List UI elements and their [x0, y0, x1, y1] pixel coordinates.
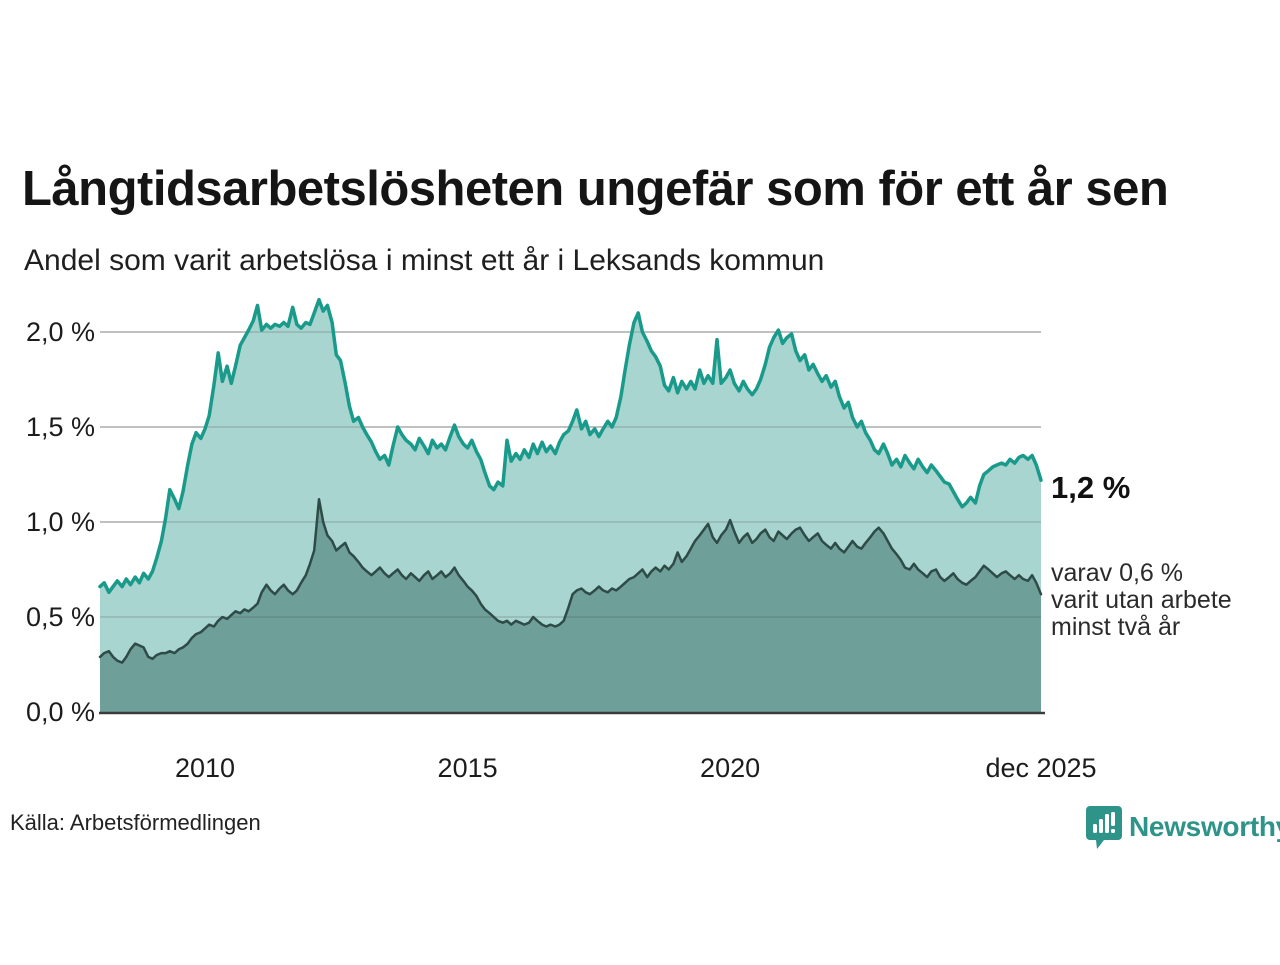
- latest-value-label: 1,2 %: [1051, 470, 1131, 505]
- secondary-series-label-line2: varit utan arbete: [1051, 586, 1232, 614]
- newsworthy-logo: Newsworthy: [1086, 804, 1280, 850]
- x-tick-label: 2015: [438, 753, 498, 783]
- series-over-1-year-line: [98, 297, 1043, 595]
- chart-subtitle: Andel som varit arbetslösa i minst ett å…: [24, 244, 825, 277]
- series-over-2-years-line: [98, 497, 1043, 664]
- x-tick-label: dec 2025: [985, 753, 1096, 783]
- y-tick-label: 1,5 %: [26, 412, 95, 442]
- secondary-series-label-line1: varav 0,6 %: [1051, 559, 1184, 587]
- y-tick-label: 2,0 %: [26, 317, 95, 347]
- source-attribution: Källa: Arbetsförmedlingen: [10, 810, 261, 835]
- y-tick-label: 1,0 %: [26, 507, 95, 537]
- y-tick-label: 0,0 %: [26, 697, 95, 727]
- newsworthy-logo-icon: [1086, 804, 1122, 850]
- newsworthy-wordmark: Newsworthy: [1129, 811, 1280, 842]
- page-title: Långtidsarbetslösheten ungefär som för e…: [22, 161, 1169, 216]
- x-tick-label: 2010: [175, 753, 235, 783]
- series-over-2-years-area: [100, 499, 1041, 712]
- secondary-series-label-line3: minst två år: [1051, 613, 1181, 641]
- secondary-series-label: varav 0,6 % varit utan arbete minst två …: [1051, 560, 1232, 641]
- x-tick-label: 2020: [700, 753, 760, 783]
- y-tick-label: 0,5 %: [26, 602, 95, 632]
